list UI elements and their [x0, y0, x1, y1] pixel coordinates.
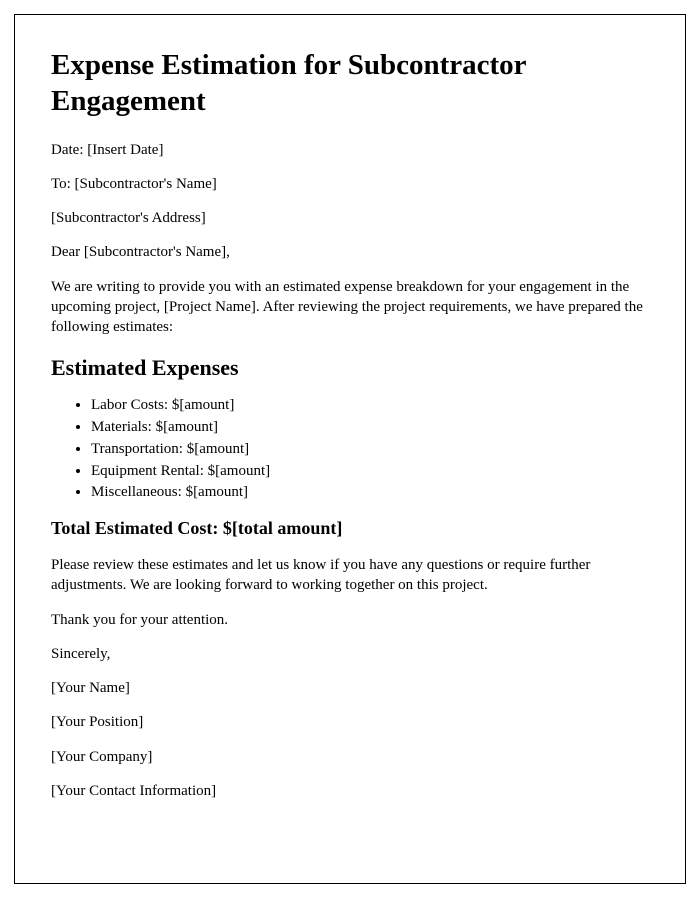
document-container: Expense Estimation for Subcontractor Eng… [14, 14, 686, 884]
intro-paragraph: We are writing to provide you with an es… [51, 277, 649, 338]
expenses-heading: Estimated Expenses [51, 355, 649, 381]
expense-item-transportation: Transportation: $[amount] [91, 439, 649, 461]
expense-item-materials: Materials: $[amount] [91, 417, 649, 439]
sender-company: [Your Company] [51, 747, 649, 767]
to-line: To: [Subcontractor's Name] [51, 174, 649, 194]
sender-contact: [Your Contact Information] [51, 781, 649, 801]
expense-item-misc: Miscellaneous: $[amount] [91, 482, 649, 504]
salutation: Dear [Subcontractor's Name], [51, 242, 649, 262]
thanks-line: Thank you for your attention. [51, 610, 649, 630]
sender-position: [Your Position] [51, 712, 649, 732]
signoff: Sincerely, [51, 644, 649, 664]
date-line: Date: [Insert Date] [51, 140, 649, 160]
document-title: Expense Estimation for Subcontractor Eng… [51, 47, 649, 120]
closing-paragraph: Please review these estimates and let us… [51, 555, 649, 596]
total-heading: Total Estimated Cost: $[total amount] [51, 518, 649, 539]
expense-item-equipment: Equipment Rental: $[amount] [91, 461, 649, 483]
expenses-list: Labor Costs: $[amount] Materials: $[amou… [91, 395, 649, 504]
address-line: [Subcontractor's Address] [51, 208, 649, 228]
expense-item-labor: Labor Costs: $[amount] [91, 395, 649, 417]
sender-name: [Your Name] [51, 678, 649, 698]
